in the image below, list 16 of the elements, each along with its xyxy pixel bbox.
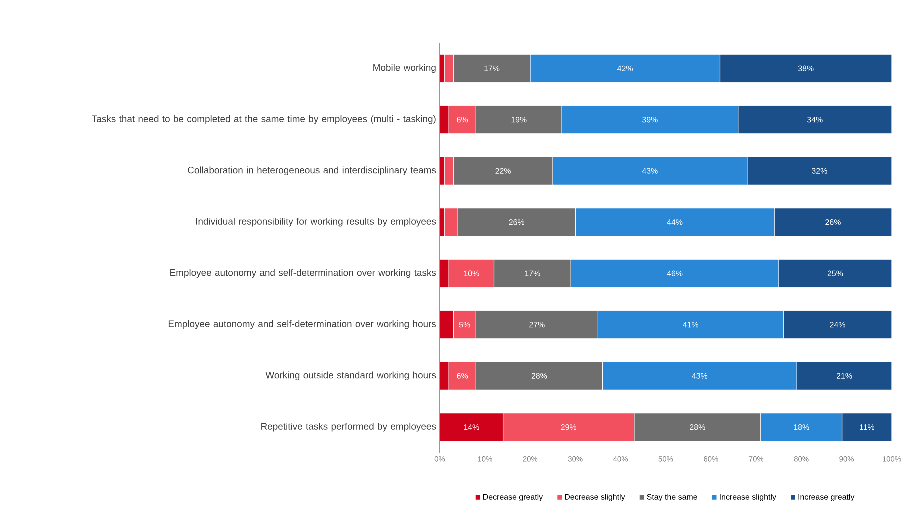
y-tick-label: Employee autonomy and self-determination over working tasks [170,269,436,278]
bar [774,208,892,237]
y-tick-label: Individual responsibility for working results by employees [196,218,436,227]
y-tick-label: Working outside standard working hours [266,372,436,380]
bar [720,54,892,83]
bar [783,310,892,340]
bar [778,259,892,288]
y-tick-label: Repetitive tasks performed by employees [262,422,436,432]
bar [842,412,892,442]
y-tick-label: Collaboration in heterogeneous and interdisciplinary teams [188,166,436,176]
bar [738,105,892,134]
bar [796,362,892,390]
y-tick-label: Tasks that need to be completed at the same time by employees (multi - tasking) [92,115,436,124]
y-tick-label: Employee autonomy and self-determination over working hours [168,320,436,330]
y-tick-label: Mobile working [374,64,436,73]
bar [747,156,892,186]
